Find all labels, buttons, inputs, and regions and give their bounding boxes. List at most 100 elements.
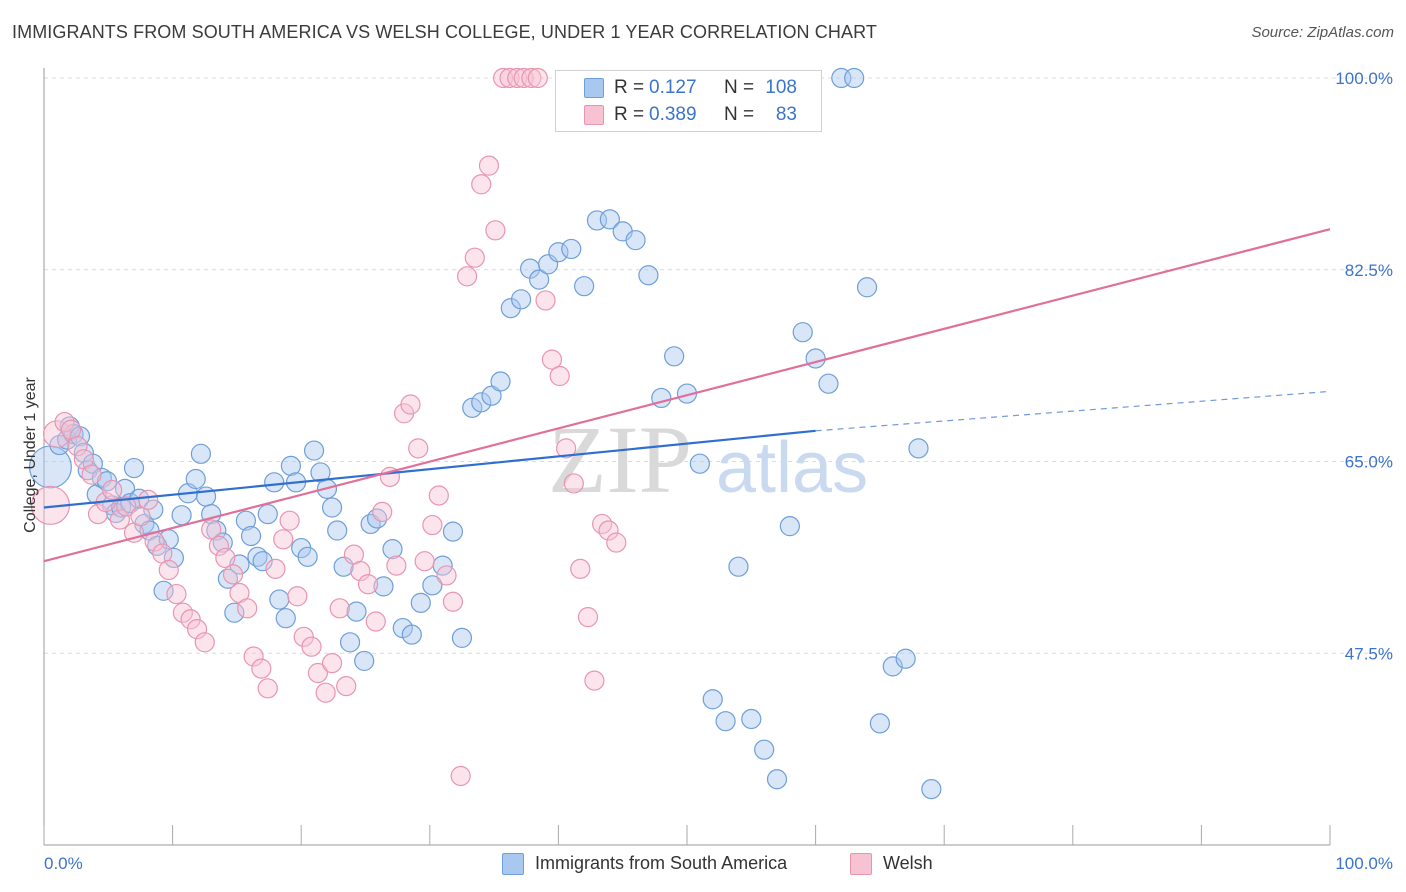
data-point: [237, 598, 258, 619]
data-point: [166, 583, 187, 605]
data-point: [490, 371, 511, 392]
data-point: [194, 632, 215, 653]
data-point: [87, 503, 109, 525]
stats-row-south-america: R = 0.127 N = 108: [556, 75, 821, 101]
data-point: [436, 565, 457, 586]
data-point: [315, 682, 336, 703]
r-label: R =: [614, 104, 645, 125]
data-point: [208, 535, 229, 556]
watermark-atlas: atlas: [716, 428, 868, 508]
data-point: [549, 365, 570, 387]
data-point: [856, 277, 878, 298]
data-point: [664, 346, 685, 367]
x-tick-label: 100.0%: [1335, 854, 1393, 873]
legend-label: Immigrants from South America: [535, 853, 788, 873]
data-point: [818, 373, 839, 394]
data-point: [365, 611, 386, 632]
data-point: [116, 496, 137, 517]
data-point: [805, 348, 826, 369]
data-point: [280, 455, 302, 476]
data-point: [422, 575, 443, 596]
data-point: [702, 689, 723, 710]
axes: [43, 68, 1331, 846]
y-tick-label: 47.5%: [1345, 644, 1393, 663]
trend-line-welsh: [43, 228, 1331, 563]
data-point: [766, 769, 788, 790]
data-point: [527, 67, 548, 89]
data-point: [301, 636, 322, 657]
data-point: [212, 532, 233, 553]
data-point: [481, 385, 502, 406]
data-point: [386, 555, 407, 576]
data-point: [625, 230, 646, 251]
data-point: [584, 670, 605, 691]
data-point: [401, 624, 422, 645]
data-point: [570, 558, 591, 579]
data-point: [513, 67, 534, 89]
data-point: [153, 580, 174, 601]
data-point: [186, 619, 208, 640]
data-point: [471, 174, 492, 195]
data-point: [599, 209, 620, 230]
data-point: [109, 509, 130, 530]
data-point: [235, 510, 257, 531]
stats-legend-box: R = 0.127 N = 108 R = 0.389 N = 83: [555, 70, 822, 132]
legend-swatch: [502, 853, 524, 875]
data-point: [81, 464, 102, 485]
data-point: [442, 591, 464, 612]
data-point: [201, 519, 222, 540]
series-swatch: [584, 105, 604, 125]
data-point: [529, 269, 550, 290]
y-axis-title: College, Under 1 year: [22, 377, 39, 533]
data-point: [172, 602, 193, 623]
data-point: [269, 589, 290, 610]
data-point: [606, 532, 627, 553]
data-point: [42, 420, 71, 449]
r-label: R =: [614, 77, 645, 98]
data-point: [869, 713, 891, 734]
data-point: [728, 556, 749, 577]
data-point: [143, 499, 164, 520]
data-point: [598, 520, 619, 541]
data-point: [243, 646, 264, 667]
data-point: [279, 510, 300, 531]
data-point: [563, 473, 584, 494]
data-point: [556, 438, 577, 459]
data-point: [264, 472, 285, 493]
data-point: [273, 529, 294, 550]
data-point: [561, 238, 582, 260]
trend-line-south-america: [43, 429, 816, 509]
data-point: [754, 739, 775, 760]
stats-row-welsh: R = 0.389 N = 83: [556, 102, 821, 128]
data-point: [895, 648, 916, 669]
data-point: [422, 514, 443, 536]
data-point: [215, 547, 236, 569]
data-point: [67, 436, 88, 457]
data-point: [158, 559, 179, 581]
data-point: [715, 711, 736, 732]
data-point: [689, 453, 710, 474]
data-point: [180, 609, 201, 630]
data-point: [451, 627, 473, 649]
n-value: 83: [775, 104, 797, 125]
y-tick-label: 65.0%: [1345, 453, 1393, 472]
data-point: [921, 779, 942, 800]
data-point: [222, 564, 244, 585]
data-point: [410, 592, 431, 613]
data-point: [792, 322, 813, 343]
data-point: [638, 265, 659, 286]
r-value: 0.389: [649, 104, 697, 125]
chart-source: Source: ZipAtlas.com: [1251, 24, 1394, 41]
series-swatch: [584, 78, 604, 98]
data-point: [442, 521, 464, 542]
data-point: [257, 678, 278, 699]
data-point: [521, 67, 542, 89]
data-point: [163, 547, 184, 569]
data-point: [908, 438, 929, 459]
data-point: [541, 349, 563, 370]
data-point: [471, 392, 492, 413]
data-point: [844, 67, 865, 89]
data-point: [577, 606, 599, 628]
data-point: [511, 289, 532, 310]
data-point: [329, 598, 350, 619]
